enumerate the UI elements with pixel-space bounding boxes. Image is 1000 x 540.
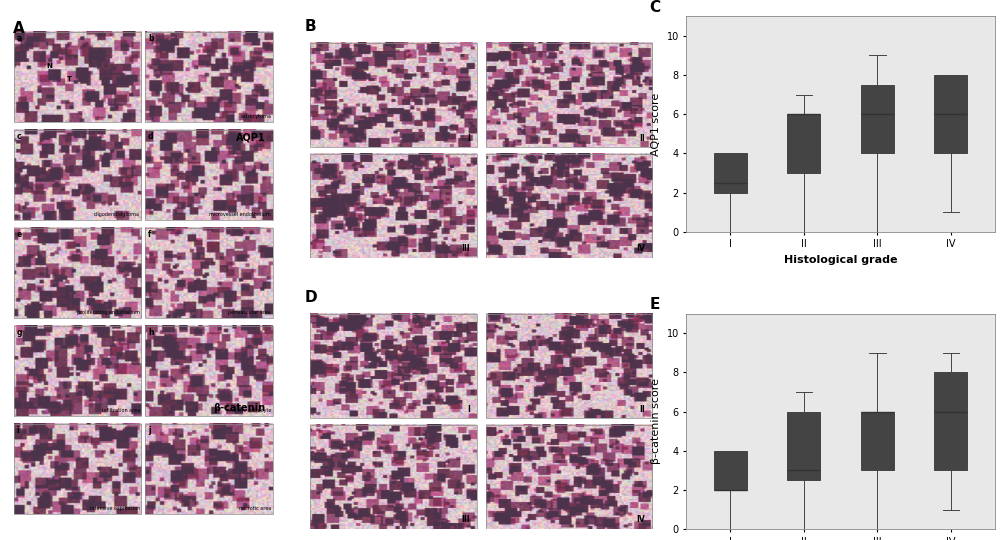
Text: A: A: [13, 22, 24, 36]
Text: astrocytoma: astrocytoma: [240, 114, 271, 119]
Text: j: j: [148, 426, 151, 435]
Text: perivascular area: perivascular area: [228, 310, 271, 315]
Text: D: D: [305, 289, 318, 305]
Text: intensive expression: intensive expression: [90, 506, 140, 511]
Text: IV: IV: [637, 515, 645, 524]
Text: h: h: [148, 328, 153, 337]
Text: oligodendroglioma: oligodendroglioma: [94, 212, 140, 217]
Text: III: III: [461, 515, 470, 524]
Text: β-catenin: β-catenin: [213, 403, 265, 413]
PathPatch shape: [861, 411, 894, 470]
Text: I: I: [467, 404, 470, 414]
Bar: [145, 227, 273, 318]
X-axis label: Histological grade: Histological grade: [784, 255, 897, 265]
Text: II: II: [640, 133, 645, 143]
Text: B: B: [305, 18, 317, 33]
Bar: [14, 423, 141, 514]
Text: reactive astrocyte: reactive astrocyte: [227, 408, 271, 413]
PathPatch shape: [934, 373, 967, 470]
Text: C: C: [649, 0, 661, 15]
Y-axis label: AQP1 score: AQP1 score: [651, 92, 661, 156]
Text: c: c: [17, 132, 21, 141]
Text: IV: IV: [637, 244, 645, 253]
PathPatch shape: [714, 153, 747, 193]
PathPatch shape: [934, 75, 967, 153]
Text: necrotic area: necrotic area: [239, 506, 271, 511]
Bar: [14, 31, 141, 122]
Text: N: N: [46, 63, 52, 69]
Text: AQP1: AQP1: [236, 132, 265, 142]
Text: g: g: [17, 328, 22, 337]
Bar: [486, 424, 652, 529]
Text: b: b: [148, 34, 153, 43]
Bar: [486, 153, 652, 258]
Bar: [310, 43, 477, 147]
Bar: [310, 424, 477, 529]
Text: f: f: [148, 230, 151, 239]
Bar: [14, 326, 141, 416]
Bar: [145, 423, 273, 514]
Bar: [486, 314, 652, 418]
Text: a: a: [17, 34, 22, 43]
Text: II: II: [640, 404, 645, 414]
Text: T: T: [67, 76, 72, 82]
Bar: [14, 130, 141, 220]
Bar: [145, 130, 273, 220]
Text: III: III: [461, 244, 470, 253]
Bar: [145, 31, 273, 122]
Text: E: E: [649, 298, 660, 313]
Text: d: d: [148, 132, 153, 141]
Text: infiltration area: infiltration area: [102, 408, 140, 413]
PathPatch shape: [787, 114, 820, 173]
PathPatch shape: [714, 451, 747, 490]
Bar: [145, 326, 273, 416]
Text: proliferating endothelium: proliferating endothelium: [77, 310, 140, 315]
Text: I: I: [467, 133, 470, 143]
Bar: [310, 153, 477, 258]
Bar: [14, 227, 141, 318]
Y-axis label: β-catenin score: β-catenin score: [651, 379, 661, 464]
Text: microvessel endothelium: microvessel endothelium: [209, 212, 271, 217]
Bar: [486, 43, 652, 147]
PathPatch shape: [787, 411, 820, 480]
PathPatch shape: [861, 85, 894, 153]
Bar: [310, 314, 477, 418]
Text: i: i: [17, 426, 19, 435]
Text: e: e: [17, 230, 22, 239]
